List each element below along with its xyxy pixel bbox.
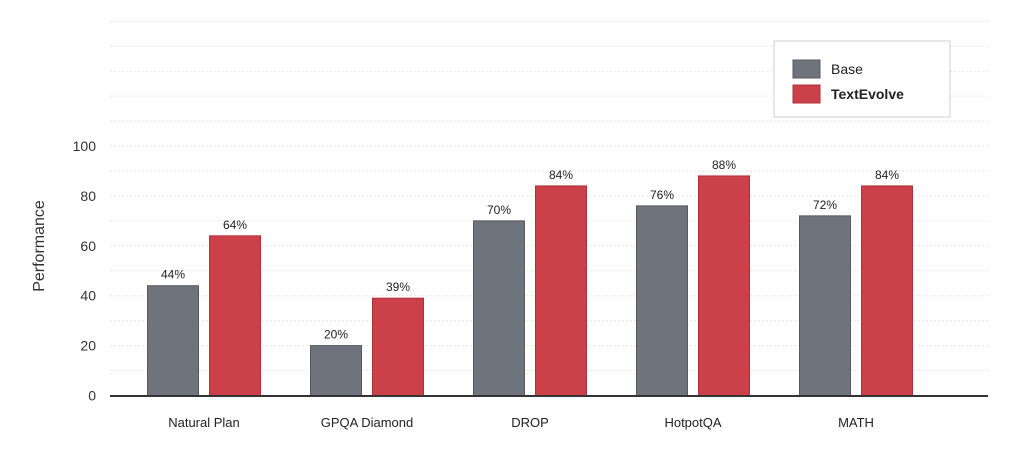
bar-base-gpqa-diamond — [310, 345, 362, 397]
legend: Base TextEvolve — [773, 40, 951, 118]
y-tick-label: 60 — [80, 238, 96, 254]
x-tick-label: GPQA Diamond — [321, 415, 414, 430]
y-tick-label: 100 — [73, 138, 97, 154]
x-tick-label: HotpotQA — [664, 415, 721, 430]
bar-value-label: 44% — [161, 268, 185, 282]
bar-value-label: 84% — [875, 168, 899, 182]
legend-swatch-textevolve — [792, 84, 821, 104]
legend-swatch-base — [792, 59, 821, 79]
bar-textevolve-natural-plan — [209, 235, 261, 396]
bar-value-label: 20% — [324, 328, 348, 342]
legend-label-textevolve: TextEvolve — [831, 86, 904, 102]
bar-textevolve-gpqa-diamond — [372, 297, 424, 397]
bar-value-label: 39% — [386, 280, 410, 294]
bar-value-labels: 44% 64% 20% 39% 70% 84% 76% 88% 72% 84% — [161, 158, 899, 342]
bar-value-label: 76% — [650, 188, 674, 202]
bar-base-math — [799, 215, 851, 396]
x-tick-label: MATH — [838, 415, 874, 430]
x-tick-label: Natural Plan — [168, 415, 240, 430]
bar-textevolve-math — [861, 185, 913, 396]
y-tick-label: 0 — [88, 388, 96, 404]
bar-value-label: 70% — [487, 203, 511, 217]
bars — [147, 175, 913, 397]
bar-value-label: 72% — [813, 198, 837, 212]
bar-base-hotpotqa — [636, 205, 688, 396]
y-tick-label: 80 — [80, 188, 96, 204]
y-tick-label: 20 — [80, 338, 96, 354]
bar-base-drop — [473, 220, 525, 396]
bar-value-label: 88% — [712, 158, 736, 172]
x-tick-label: DROP — [511, 415, 549, 430]
y-tick-label: 40 — [80, 288, 96, 304]
bar-base-natural-plan — [147, 285, 199, 396]
bar-textevolve-drop — [535, 185, 587, 396]
y-axis-label: Performance — [31, 200, 48, 292]
legend-box — [773, 40, 951, 118]
axes: Performance 0 20 40 60 80 100 Natural Plan GPQA… — [31, 138, 988, 430]
bar-value-label: 64% — [223, 218, 247, 232]
bar-textevolve-hotpotqa — [698, 175, 750, 396]
legend-label-base: Base — [831, 61, 863, 77]
bar-value-label: 84% — [549, 168, 573, 182]
